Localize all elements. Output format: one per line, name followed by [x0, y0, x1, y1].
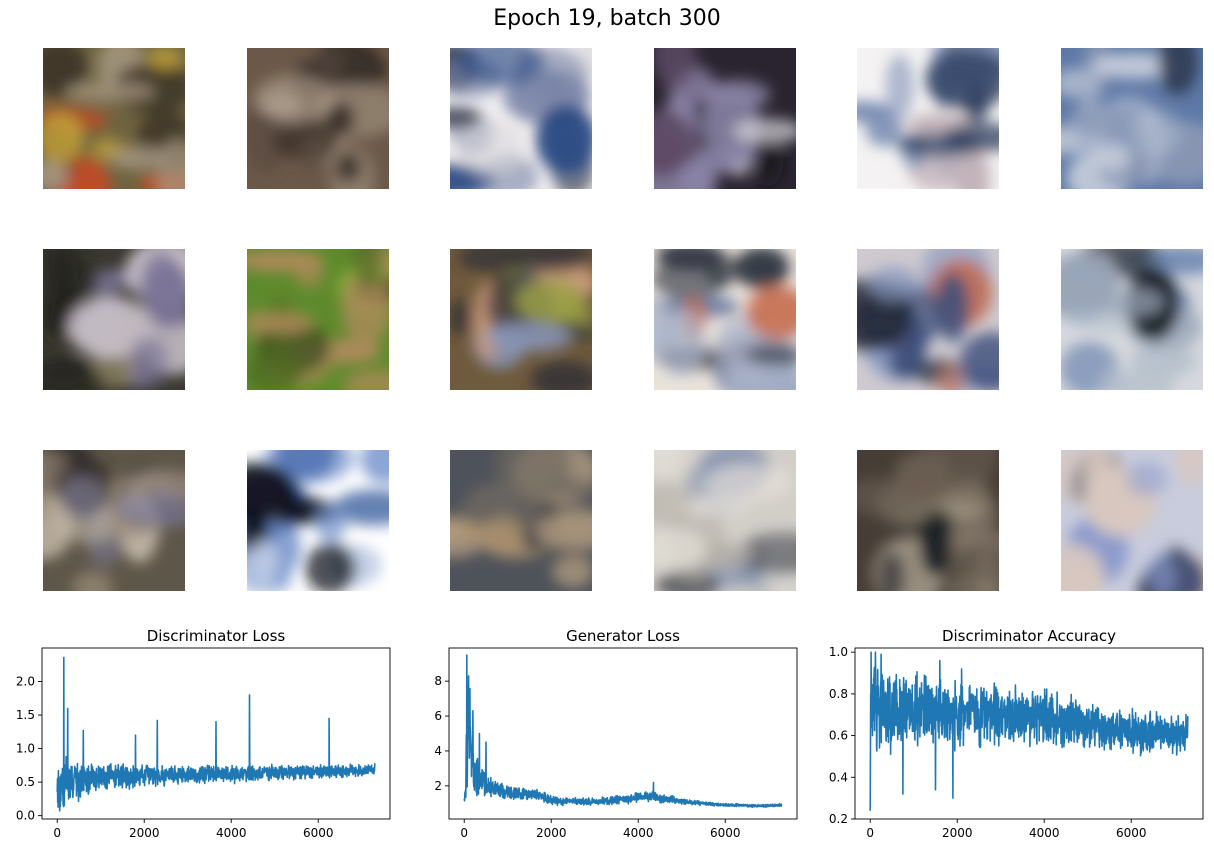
discriminator-loss-title: Discriminator Loss	[146, 627, 286, 645]
generated-sample-tile	[247, 249, 389, 390]
figure-title: Epoch 19, batch 300	[493, 6, 721, 31]
y-tick-label: 8	[434, 674, 442, 688]
generated-sample-tile	[43, 450, 185, 591]
generated-sample-tile	[43, 249, 185, 390]
generator-loss-title: Generator Loss	[566, 627, 680, 645]
y-tick-label: 1.0	[16, 742, 35, 756]
x-tick-label: 4000	[1029, 826, 1060, 840]
x-tick-label: 6000	[303, 826, 334, 840]
generated-sample-tile	[450, 450, 592, 591]
y-tick-label: 1.5	[16, 708, 35, 722]
generated-sample-tile	[654, 48, 796, 189]
generated-sample-tile	[1061, 450, 1203, 591]
series-line	[463, 654, 783, 809]
y-tick-label: 2	[434, 779, 442, 793]
x-tick-label: 4000	[623, 826, 654, 840]
generated-sample-tile	[450, 48, 592, 189]
axes-frame	[854, 647, 1204, 820]
generated-sample-tile	[450, 249, 592, 390]
series-line	[869, 651, 1189, 811]
y-tick-label: 6	[434, 709, 442, 723]
x-tick-label: 4000	[216, 826, 247, 840]
x-tick-label: 2000	[129, 826, 160, 840]
y-tick-label: 4	[434, 744, 442, 758]
discriminator-accuracy-title: Discriminator Accuracy	[941, 627, 1117, 645]
generated-sample-tile	[857, 249, 999, 390]
generated-sample-tile	[654, 450, 796, 591]
y-tick-label: 0.8	[829, 687, 848, 701]
x-tick-label: 0	[460, 826, 468, 840]
x-tick-label: 0	[866, 826, 874, 840]
y-tick-label: 0.2	[829, 812, 848, 826]
x-tick-label: 6000	[1116, 826, 1147, 840]
generated-sample-tile	[857, 450, 999, 591]
generated-sample-tile	[247, 48, 389, 189]
generated-sample-tile	[857, 48, 999, 189]
generated-sample-tile	[654, 249, 796, 390]
axes-frame	[448, 647, 798, 820]
generated-sample-tile	[1061, 249, 1203, 390]
generated-sample-tile	[1061, 48, 1203, 189]
axes-frame	[41, 647, 391, 820]
y-tick-label: 1.0	[829, 645, 848, 659]
x-tick-label: 2000	[942, 826, 973, 840]
series-line	[56, 656, 376, 812]
generated-sample-tile	[247, 450, 389, 591]
x-tick-label: 6000	[710, 826, 741, 840]
y-tick-label: 0.4	[829, 770, 848, 784]
generated-sample-tile	[43, 48, 185, 189]
y-tick-label: 0.5	[16, 775, 35, 789]
y-tick-label: 0.6	[829, 729, 848, 743]
y-tick-label: 0.0	[16, 809, 35, 823]
y-tick-label: 2.0	[16, 675, 35, 689]
x-tick-label: 2000	[536, 826, 567, 840]
x-tick-label: 0	[53, 826, 61, 840]
